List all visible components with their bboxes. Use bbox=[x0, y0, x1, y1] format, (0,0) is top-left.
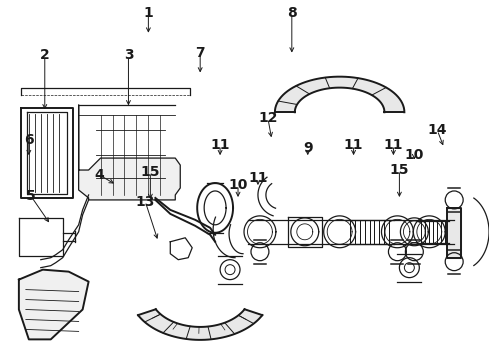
Polygon shape bbox=[447, 208, 461, 258]
Polygon shape bbox=[19, 218, 63, 256]
Text: 15: 15 bbox=[390, 163, 409, 177]
Text: 1: 1 bbox=[144, 6, 153, 20]
Text: 7: 7 bbox=[196, 46, 205, 60]
Text: 13: 13 bbox=[136, 195, 155, 209]
Text: 6: 6 bbox=[24, 133, 34, 147]
Polygon shape bbox=[78, 105, 180, 200]
Text: 4: 4 bbox=[95, 168, 104, 182]
Text: 11: 11 bbox=[344, 138, 363, 152]
Polygon shape bbox=[382, 216, 414, 248]
Polygon shape bbox=[344, 220, 394, 244]
Polygon shape bbox=[138, 309, 262, 340]
Polygon shape bbox=[417, 221, 449, 243]
Text: 10: 10 bbox=[228, 178, 248, 192]
Text: 10: 10 bbox=[405, 148, 424, 162]
Polygon shape bbox=[19, 270, 89, 339]
Text: 15: 15 bbox=[141, 165, 160, 179]
Polygon shape bbox=[244, 216, 276, 248]
Polygon shape bbox=[21, 108, 73, 198]
Polygon shape bbox=[275, 77, 404, 112]
Text: 11: 11 bbox=[384, 138, 403, 152]
Polygon shape bbox=[400, 218, 428, 246]
Polygon shape bbox=[171, 238, 192, 260]
Text: 9: 9 bbox=[303, 141, 313, 155]
Text: 11: 11 bbox=[248, 171, 268, 185]
Text: 3: 3 bbox=[123, 49, 133, 63]
Text: 2: 2 bbox=[40, 49, 49, 63]
Polygon shape bbox=[414, 216, 445, 248]
Polygon shape bbox=[324, 216, 356, 248]
Polygon shape bbox=[197, 183, 233, 233]
Text: 5: 5 bbox=[26, 189, 36, 203]
Text: 12: 12 bbox=[258, 111, 278, 125]
Text: 11: 11 bbox=[210, 138, 230, 152]
Circle shape bbox=[220, 260, 240, 280]
Polygon shape bbox=[27, 112, 67, 194]
Polygon shape bbox=[288, 217, 322, 247]
Text: 8: 8 bbox=[287, 6, 296, 20]
Circle shape bbox=[399, 258, 419, 278]
Text: 14: 14 bbox=[427, 123, 447, 137]
